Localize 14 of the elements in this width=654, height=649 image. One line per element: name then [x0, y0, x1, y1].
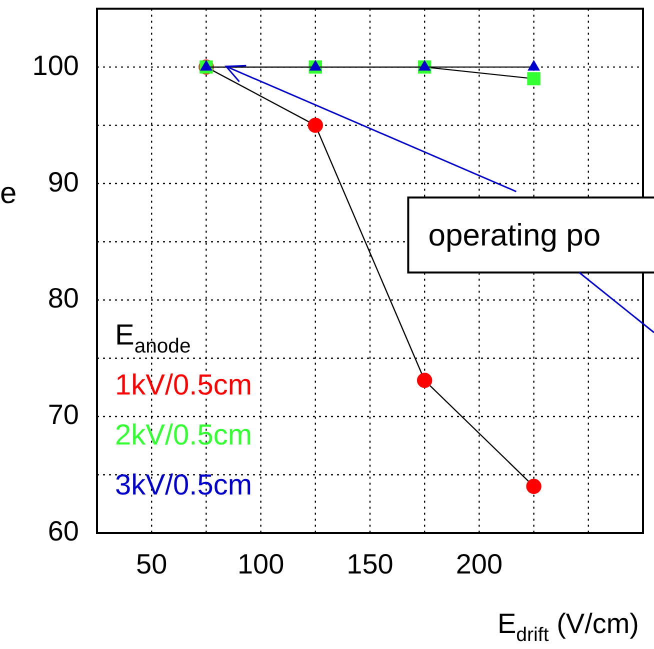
text: 2kV/0.5cm — [115, 419, 252, 452]
text: 1kV/0.5cm — [115, 369, 252, 402]
y-tick-label: 90 — [48, 166, 79, 198]
x-tick-label: 50 — [136, 548, 168, 580]
x-tick-label: 100 — [237, 548, 284, 580]
annotation: operating po — [428, 218, 601, 253]
y-tick-label: 60 — [48, 516, 79, 547]
y-tick-label: 100 — [32, 50, 79, 81]
y-tick-label: 80 — [48, 282, 79, 314]
text: 3kV/0.5cm — [115, 469, 252, 502]
y-tick-label: 70 — [48, 399, 79, 430]
x-tick-label: 200 — [456, 548, 503, 580]
x-tick-label: 150 — [346, 548, 394, 580]
y-axis-title: e — [0, 176, 17, 210]
